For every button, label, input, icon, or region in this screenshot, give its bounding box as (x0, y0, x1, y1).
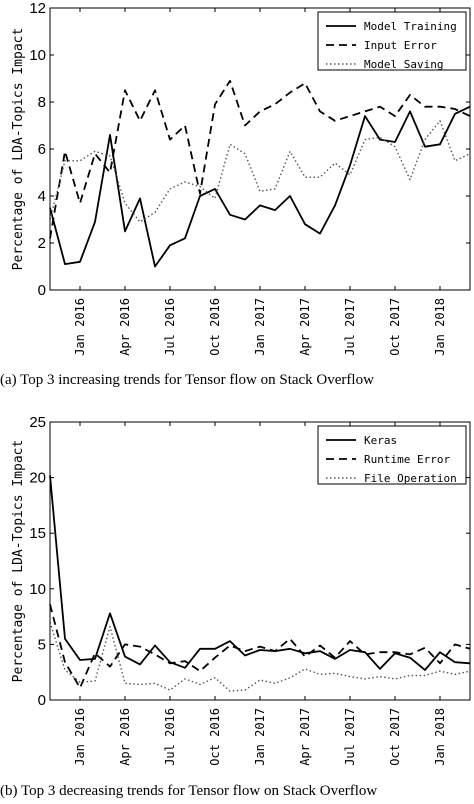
chart-b-y-tick-label: 5 (38, 636, 46, 653)
chart-a-legend (317, 11, 467, 71)
chart-a-y-tick-label: 2 (38, 235, 46, 252)
chart-b-x-tick-label: Jan 2017 (253, 708, 267, 766)
chart-a-x-tick-label: Jan 2016 (73, 298, 87, 356)
chart-a-x-tick-label: Jul 2016 (163, 298, 177, 356)
chart-a-x-tick-label: Apr 2016 (118, 298, 132, 356)
chart-a-legend-label: Input Error (364, 39, 437, 52)
chart-b-x-tick-label: Apr 2017 (298, 708, 312, 766)
chart-b-legend-label: File Operation (364, 472, 457, 485)
chart-a-x-tick-label: Jul 2017 (343, 298, 357, 356)
chart-b-x-tick-label: Apr 2016 (118, 708, 132, 766)
chart-b-caption: (b) Top 3 decreasing trends for Tensor f… (0, 783, 378, 799)
chart-a-legend-label: Model Saving (364, 58, 443, 71)
chart-b-x-tick-label: Oct 2017 (388, 708, 402, 766)
chart-b-decreasing-trends: Percentage of LDA-Topics Impact 0 5 10 15 20 2… (11, 414, 471, 766)
chart-b-legend-label: Runtime Error (364, 453, 450, 466)
chart-a-y-tick-label: 10 (29, 47, 46, 64)
chart-a-x-tick-label: Jan 2017 (253, 298, 267, 356)
chart-b-x-tick-label: Jul 2017 (343, 708, 357, 766)
chart-b-x-tick-label: Oct 2016 (208, 708, 222, 766)
chart-a-series-input-error-line (49, 79, 471, 239)
chart-a-caption: (a) Top 3 increasing trends for Tensor f… (0, 372, 374, 388)
chart-b-y-axis-label: Percentage of LDA-Topics Impact (11, 440, 26, 683)
chart-b-x-tick-label: Jan 2016 (73, 708, 87, 766)
chart-a-y-tick-label: 4 (38, 188, 46, 205)
chart-a-y-tick-label: 0 (38, 282, 46, 299)
chart-a-y-tick-label: 8 (38, 94, 46, 111)
chart-b-x-tick-label: Jul 2016 (163, 708, 177, 766)
chart-a-x-tick-label: Oct 2017 (388, 298, 402, 356)
chart-a-x-tick-label: Apr 2017 (298, 298, 312, 356)
chart-a-plot-frame (49, 7, 471, 291)
chart-b-y-tick-label: 20 (29, 470, 46, 487)
chart-a-series-model-training-line (49, 105, 471, 268)
chart-b-series-file-operation-line (49, 621, 471, 692)
chart-b-series-runtime-error-line (49, 604, 471, 689)
chart-b-y-tick-label: 10 (29, 581, 46, 598)
chart-a-increasing-trends: Percentage of LDA-Topics Impact 0 2 4 6 8 10 12… (11, 0, 471, 356)
chart-a-y-axis-label: Percentage of LDA-Topics Impact (11, 28, 26, 271)
chart-b-y-tick-label: 15 (29, 525, 46, 542)
chart-a-y-tick-label: 6 (38, 141, 46, 158)
chart-b-legend-label: Keras (364, 434, 397, 447)
chart-b-legend (317, 425, 467, 485)
chart-a-x-tick-label: Oct 2016 (208, 298, 222, 356)
chart-b-series-keras-line (49, 475, 471, 671)
chart-b-y-tick-label: 0 (38, 692, 46, 709)
chart-a-series-model-saving-line (49, 120, 471, 223)
chart-a-y-tick-label: 12 (29, 0, 46, 17)
chart-a-legend-label: Model Training (364, 20, 457, 33)
chart-b-x-tick-label: Jan 2018 (433, 708, 447, 766)
chart-b-y-tick-label: 25 (29, 414, 46, 431)
chart-b-plot-frame (49, 421, 471, 701)
chart-a-x-tick-label: Jan 2018 (433, 298, 447, 356)
